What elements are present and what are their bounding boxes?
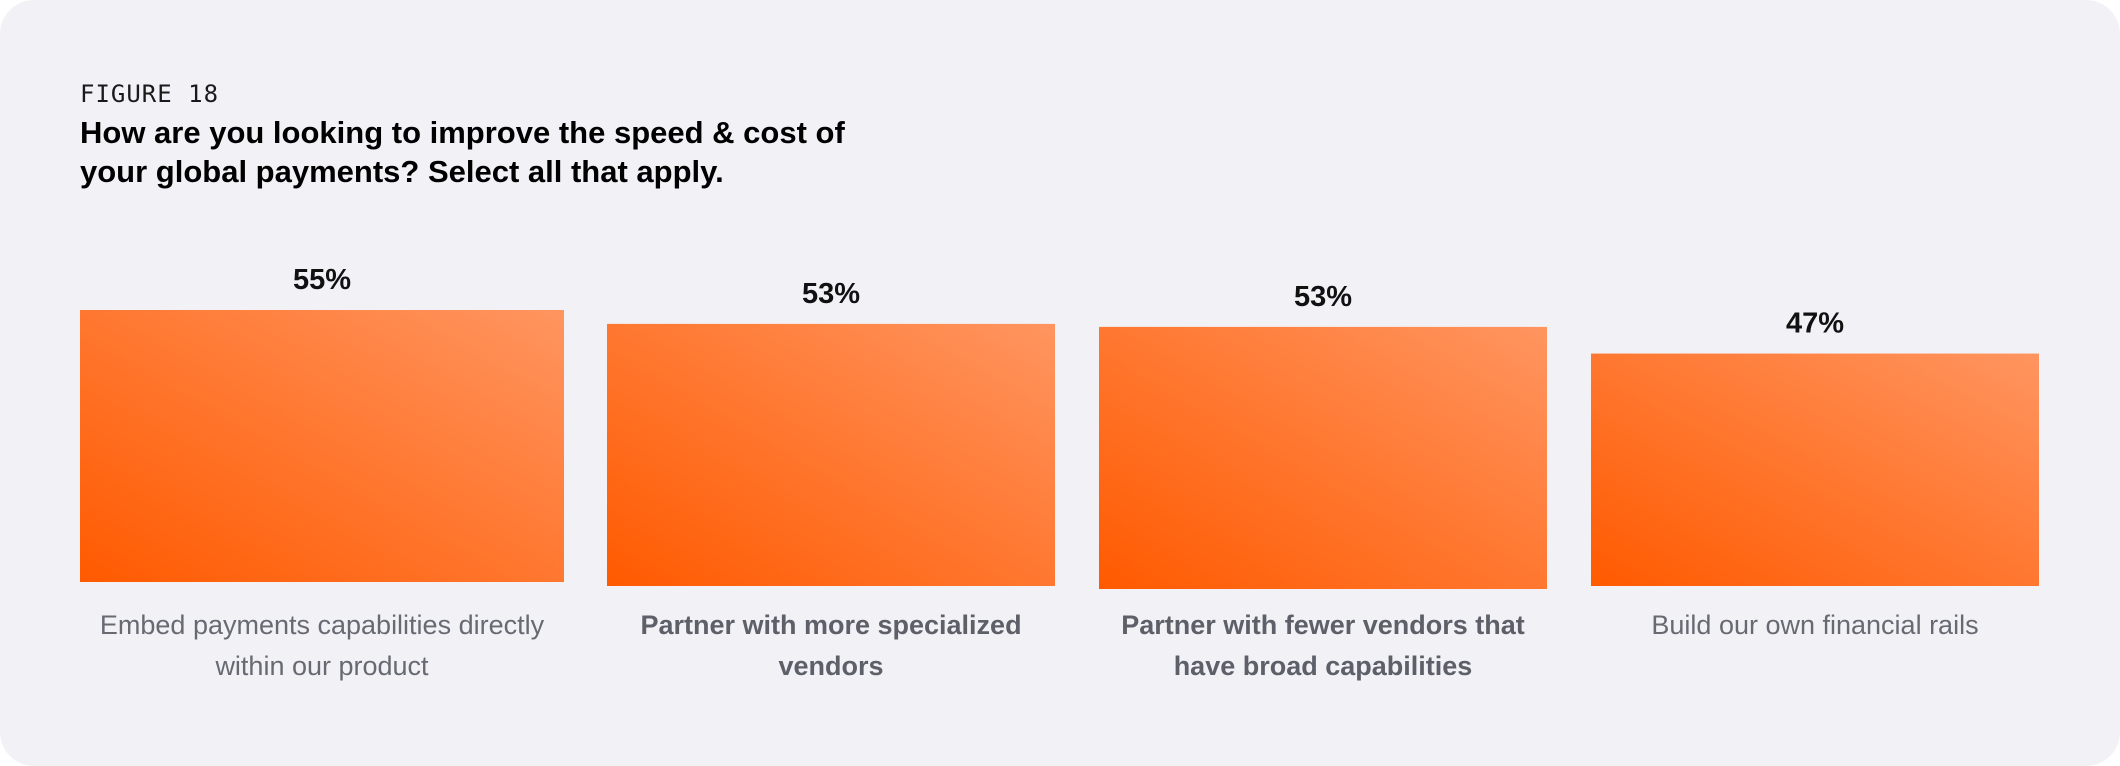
category-label-4: Build our own financial rails <box>1651 610 1978 640</box>
bar-1 <box>80 310 564 582</box>
bar-2 <box>607 323 1055 586</box>
category-label-2: Partner with more specialized vendors <box>640 610 1021 681</box>
value-label-4: 47% <box>1786 308 1844 340</box>
bar-4 <box>1591 353 2039 586</box>
chart-title: How are you looking to improve the speed… <box>80 115 845 189</box>
value-label-3: 53% <box>1294 281 1352 313</box>
category-label-3: Partner with fewer vendors that have broa… <box>1121 610 1525 681</box>
category-label-1: Embed payments capabilities directly with… <box>100 610 545 681</box>
value-label-1: 55% <box>293 264 351 296</box>
bar-3 <box>1099 326 1547 589</box>
value-label-2: 53% <box>802 278 860 310</box>
figure-label: FIGURE 18 <box>80 80 220 108</box>
